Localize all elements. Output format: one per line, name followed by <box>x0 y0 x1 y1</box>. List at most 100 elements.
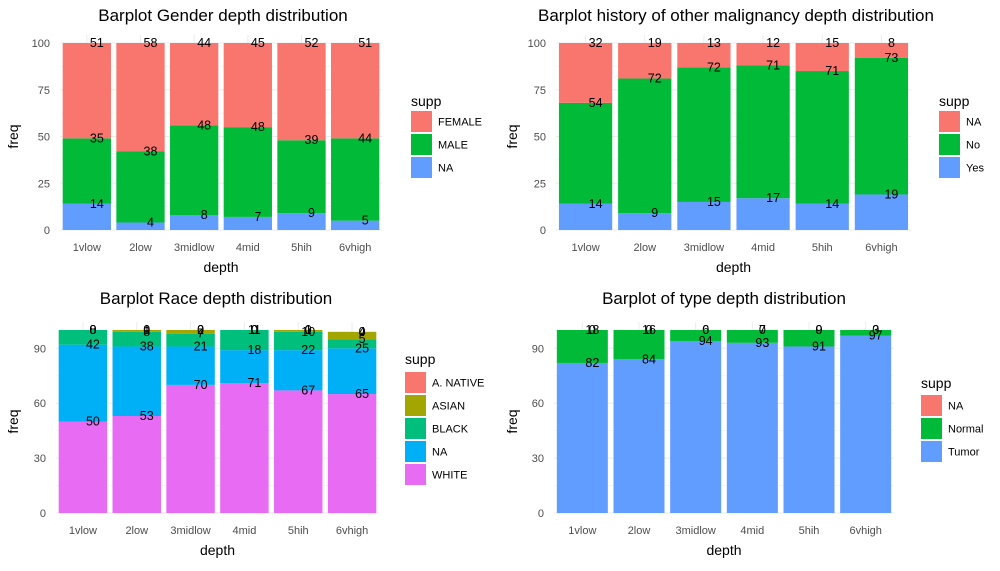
legend-label-tumor: Tumor <box>948 447 980 459</box>
bar-male-2low <box>116 151 165 223</box>
bar-normal-1vlow <box>556 330 608 363</box>
data-label-male-5hih: 39 <box>305 133 319 147</box>
chart-panel-2: 14 9 15 17 14 19 54 72 72 71 71 73 32 19 13 12 15 8 0 25 50 7… <box>504 6 984 275</box>
bar-white-3midlow <box>166 384 215 513</box>
x-tick-label: 4mid <box>236 242 260 254</box>
y-tick-label: 90 <box>34 343 46 355</box>
bar-yes-2low <box>618 213 672 230</box>
data-label-na-4mid: 12 <box>766 36 780 50</box>
legend-key-yes <box>939 157 960 178</box>
x-tick-label: 1vlow <box>73 242 101 254</box>
legend-label-a-native: A. NATIVE <box>432 378 484 390</box>
data-label-no-3midlow: 72 <box>707 60 721 74</box>
bar-normal-5hih <box>783 330 835 347</box>
y-tick-label: 0 <box>538 508 544 520</box>
legend: supp FEMALE MALE NA <box>411 93 482 178</box>
data-label-a-native-6vhigh: 0 <box>359 325 366 339</box>
data-label-na-4mid: 0 <box>759 323 766 337</box>
bar-na-6vhigh <box>331 220 380 230</box>
bar-na-6vhigh <box>327 348 377 395</box>
bar-na-5hih <box>274 350 323 391</box>
y-axis-title: freq <box>504 124 520 148</box>
data-label-asian-3midlow: 2 <box>197 323 204 337</box>
legend-label-na: NA <box>432 447 448 459</box>
x-tick-label: 1vlow <box>568 525 596 537</box>
legend-key-normal <box>921 418 942 439</box>
data-label-na-3midlow: 8 <box>201 208 208 222</box>
data-label-white-5hih: 67 <box>301 383 315 397</box>
legend: supp NA No Yes <box>939 93 984 178</box>
bar-female-2low <box>116 43 165 152</box>
y-tick-label: 90 <box>532 343 544 355</box>
bar-tumor-6vhigh <box>840 335 892 513</box>
data-label-asian-6vhigh: 4 <box>359 325 366 339</box>
data-label-female-1vlow: 51 <box>90 36 104 50</box>
bar-na-3midlow <box>166 346 215 385</box>
bar-female-1vlow <box>62 43 111 139</box>
data-label-tumor-4mid: 93 <box>755 336 769 350</box>
data-label-a-native-5hih: 0 <box>305 323 312 337</box>
bar-na-2low <box>618 43 672 79</box>
bar-no-1vlow <box>558 102 613 204</box>
bar-na-1vlow <box>62 203 111 230</box>
data-label-na-4mid: 7 <box>254 210 261 224</box>
data-label-na-6vhigh: 25 <box>355 341 369 355</box>
bar-white-4mid <box>220 383 269 513</box>
y-tick-label: 60 <box>532 398 544 410</box>
legend-title: supp <box>405 351 436 367</box>
bar-black-6vhigh <box>327 339 377 349</box>
data-label-a-native-2low: 0 <box>143 323 150 337</box>
x-tick-label: 3midlow <box>170 525 210 537</box>
bar-na-4mid <box>223 216 272 230</box>
data-label-tumor-5hih: 91 <box>812 339 826 353</box>
y-axis-title: freq <box>504 409 520 433</box>
legend-key-asian <box>405 395 426 416</box>
legend-label-female: FEMALE <box>438 117 482 129</box>
data-label-na-2low: 19 <box>648 36 662 50</box>
bar-black-4mid <box>220 330 269 351</box>
x-tick-label: 4mid <box>740 525 764 537</box>
x-tick-label: 5hih <box>291 242 312 254</box>
x-tick-label: 6vhigh <box>865 242 897 254</box>
legend-label-no: No <box>966 140 980 152</box>
x-tick-label: 6vhigh <box>339 242 371 254</box>
data-label-na-6vhigh: 8 <box>888 36 895 50</box>
chart-title: Barplot history of other malignancy dept… <box>538 6 934 25</box>
y-tick-label: 25 <box>38 178 50 190</box>
legend-key-na <box>939 111 960 132</box>
y-tick-label: 0 <box>540 225 546 237</box>
legend-label-yes: Yes <box>966 163 984 175</box>
bar-na-1vlow <box>58 344 108 422</box>
bar-female-4mid <box>223 43 272 128</box>
data-label-yes-5hih: 14 <box>825 197 839 211</box>
data-label-no-4mid: 71 <box>766 58 780 72</box>
data-label-asian-4mid: 0 <box>251 323 258 337</box>
x-tick-label: 4mid <box>232 525 256 537</box>
data-label-tumor-3midlow: 94 <box>699 334 713 348</box>
data-label-no-5hih: 71 <box>825 64 839 78</box>
data-label-white-2low: 53 <box>140 409 154 423</box>
x-tick-label: 2low <box>633 242 656 254</box>
bar-black-5hih <box>274 331 323 351</box>
data-label-na-2low: 4 <box>147 216 154 230</box>
y-tick-label: 50 <box>534 132 546 144</box>
bar-na-2low <box>112 346 161 417</box>
legend-key-tumor <box>921 441 942 462</box>
bar-black-1vlow <box>58 330 108 345</box>
x-axis-title: depth <box>203 259 238 275</box>
data-label-no-2low: 72 <box>648 72 662 86</box>
bar-male-3midlow <box>170 125 219 216</box>
bar-yes-1vlow <box>558 203 613 230</box>
bar-female-6vhigh <box>331 43 380 139</box>
x-axis-title: depth <box>706 542 741 558</box>
legend-label-na: NA <box>438 163 454 175</box>
bar-na-5hih <box>277 213 326 230</box>
legend: supp A. NATIVE ASIAN BLACK NA WHITE <box>405 351 484 485</box>
bar-normal-3midlow <box>670 330 722 341</box>
x-tick-label: 6vhigh <box>336 525 368 537</box>
bar-yes-4mid <box>736 198 790 230</box>
x-axis-title: depth <box>716 259 751 275</box>
data-label-asian-5hih: 1 <box>305 323 312 337</box>
y-tick-label: 50 <box>38 132 50 144</box>
